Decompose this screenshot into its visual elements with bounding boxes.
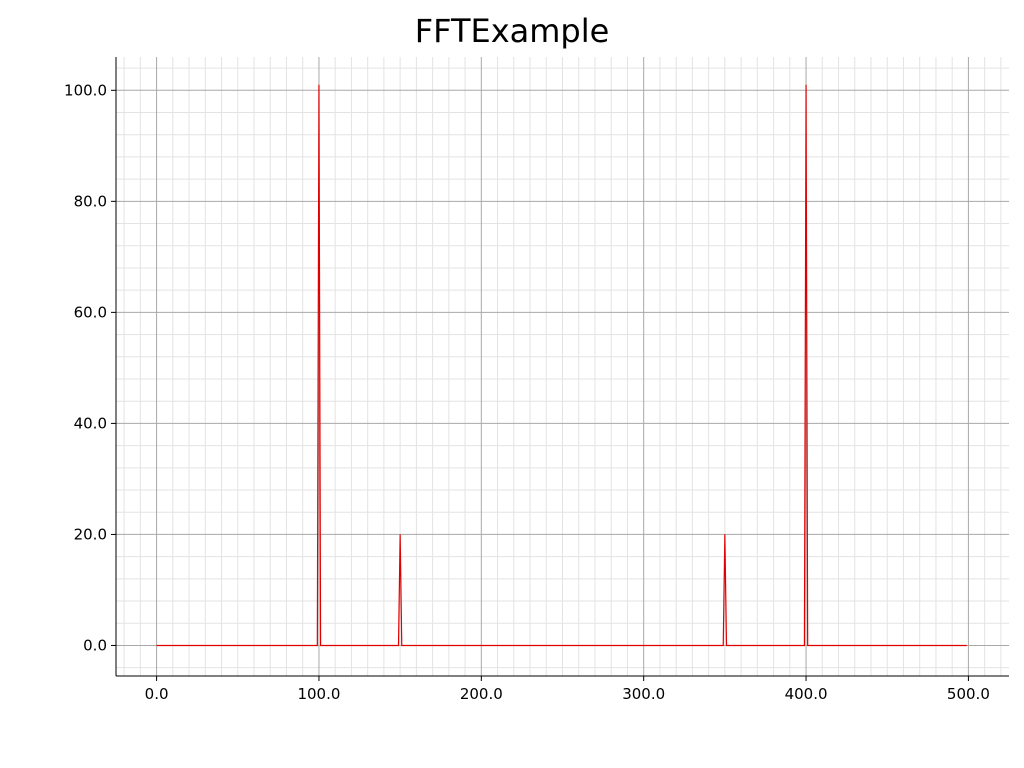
x-tick-label: 300.0 (622, 685, 665, 703)
y-tick-label: 0.0 (83, 636, 107, 654)
x-tick-label: 400.0 (785, 685, 828, 703)
x-tick-label: 500.0 (947, 685, 990, 703)
x-tick-label: 200.0 (460, 685, 503, 703)
y-tick-label: 40.0 (74, 414, 107, 432)
x-tick-label: 0.0 (145, 685, 169, 703)
y-tick-label: 100.0 (64, 81, 107, 99)
x-tick-label: 100.0 (297, 685, 340, 703)
chart-title: FFTExample (414, 12, 610, 50)
series-line (156, 84, 967, 647)
y-tick-label: 20.0 (74, 525, 107, 543)
y-tick-label: 60.0 (74, 303, 107, 321)
y-tick-label: 80.0 (74, 192, 107, 210)
